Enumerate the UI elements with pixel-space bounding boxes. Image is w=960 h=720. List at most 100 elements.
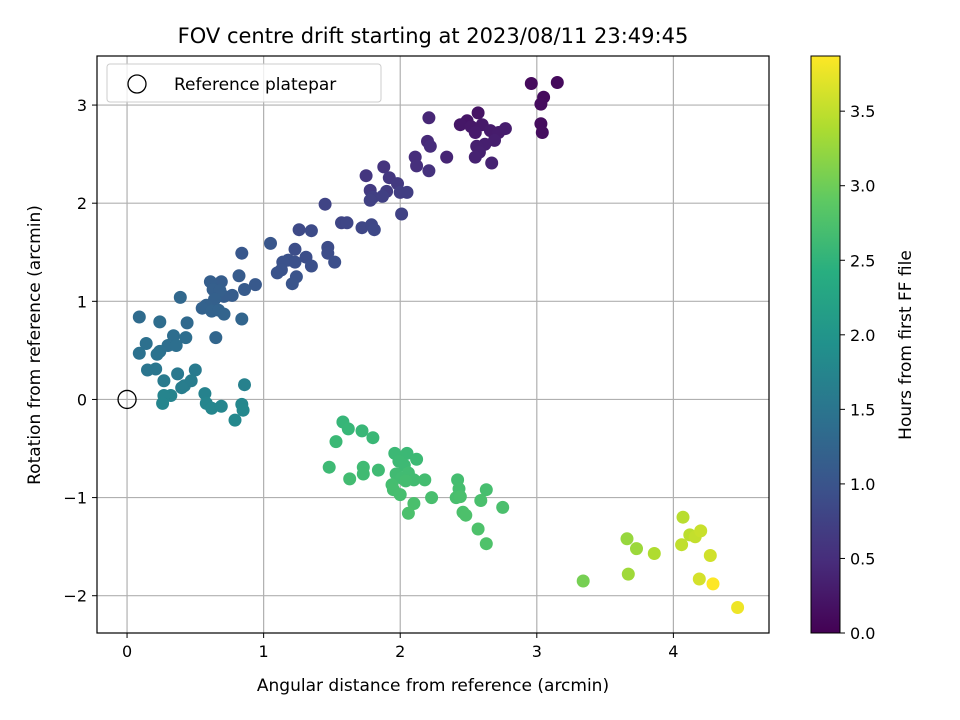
- colorbar-tick-label: 2.5: [850, 251, 875, 270]
- data-point: [401, 506, 415, 520]
- data-point: [157, 374, 171, 388]
- data-point: [395, 207, 409, 221]
- data-point: [328, 255, 342, 269]
- data-point: [132, 310, 146, 324]
- legend-marker: [127, 74, 147, 94]
- y-tick-label: −1: [63, 489, 87, 508]
- data-point: [694, 524, 708, 538]
- data-point: [621, 567, 635, 581]
- data-point: [471, 106, 485, 120]
- y-axis: −2 −1 0 1 2 3: [63, 96, 97, 606]
- x-tick-label: 4: [668, 642, 678, 661]
- data-point: [620, 532, 634, 546]
- data-point: [485, 156, 499, 170]
- data-point: [468, 126, 482, 139]
- data-point: [153, 315, 167, 329]
- data-point: [459, 508, 473, 522]
- colorbar-ticks: 0.0 0.5 1.0 1.5 2.0 2.5 3.0 3.5: [840, 102, 875, 643]
- plot-frame: [96, 55, 770, 634]
- data-point: [329, 435, 343, 449]
- data-point: [285, 277, 299, 291]
- data-point: [367, 223, 381, 237]
- data-point: [692, 572, 706, 586]
- y-tick-label: 1: [77, 292, 87, 311]
- colorbar-tick-label: 1.0: [850, 475, 875, 494]
- data-point: [198, 387, 212, 401]
- data-point: [179, 331, 193, 345]
- data-point: [322, 460, 336, 474]
- data-point: [534, 97, 548, 111]
- data-point: [188, 363, 202, 377]
- data-point: [264, 236, 277, 250]
- data-point: [703, 549, 717, 562]
- data-point: [453, 118, 467, 132]
- colorbar-gradient: [810, 55, 841, 634]
- data-point: [453, 490, 467, 504]
- legend: Reference platepar: [106, 63, 382, 103]
- data-point: [209, 331, 223, 345]
- data-point: [288, 255, 302, 269]
- data-point: [321, 246, 335, 260]
- data-point: [498, 122, 512, 136]
- x-tick-label: 2: [395, 642, 405, 661]
- colorbar-tick-label: 0.0: [850, 624, 875, 643]
- data-point: [418, 473, 432, 487]
- data-point: [479, 537, 493, 551]
- data-point: [731, 601, 745, 614]
- y-tick-label: 2: [77, 194, 87, 213]
- data-point: [149, 362, 163, 376]
- data-point: [496, 500, 510, 514]
- data-point: [471, 522, 485, 536]
- data-point: [270, 266, 284, 280]
- x-tick-label: 1: [259, 642, 269, 661]
- data-point: [214, 399, 228, 413]
- colorbar-tick-label: 2.0: [850, 326, 875, 345]
- data-point: [304, 224, 318, 238]
- x-axis: 0 1 2 3 4: [122, 633, 678, 661]
- data-point: [356, 467, 370, 481]
- data-point: [550, 76, 564, 89]
- data-point: [340, 216, 354, 230]
- colorbar-tick-label: 1.5: [850, 400, 875, 419]
- data-point: [238, 378, 251, 392]
- data-point: [156, 396, 170, 410]
- colorbar-label: Hours from first FF file: [896, 250, 916, 440]
- data-point: [217, 307, 231, 321]
- data-point: [423, 139, 437, 153]
- y-tick-label: 3: [77, 96, 87, 115]
- y-tick-label: 0: [77, 390, 87, 409]
- data-point: [376, 189, 389, 203]
- data-point: [167, 329, 180, 343]
- data-point: [371, 463, 385, 477]
- data-point: [524, 77, 538, 90]
- data-point: [377, 160, 391, 174]
- data-point: [292, 223, 306, 237]
- data-point: [400, 185, 414, 199]
- data-point: [440, 150, 454, 164]
- chart-title: FOV centre drift starting at 2023/08/11 …: [178, 24, 689, 48]
- data-point: [706, 577, 720, 591]
- data-point: [235, 312, 249, 326]
- data-point: [425, 491, 439, 505]
- legend-entry-reference: Reference platepar: [174, 75, 336, 95]
- data-point: [479, 483, 493, 497]
- data-point: [422, 164, 436, 178]
- data-point: [399, 474, 413, 488]
- data-point: [171, 367, 185, 381]
- data-point: [238, 283, 251, 296]
- grid-lines: [97, 56, 769, 633]
- data-point: [235, 246, 249, 260]
- x-axis-label: Angular distance from reference (arcmin): [257, 676, 609, 696]
- data-point: [150, 347, 164, 361]
- data-point: [410, 452, 424, 466]
- data-point: [184, 374, 198, 388]
- data-point: [180, 316, 194, 330]
- x-tick-label: 0: [122, 642, 132, 661]
- data-point: [248, 278, 262, 292]
- data-point: [407, 497, 421, 510]
- data-point: [343, 472, 357, 486]
- legend-box: [106, 63, 382, 103]
- data-point: [422, 111, 436, 125]
- colorbar: 0.0 0.5 1.0 1.5 2.0 2.5 3.0 3.5 Hours from firs…: [810, 55, 916, 643]
- data-points: [132, 76, 745, 614]
